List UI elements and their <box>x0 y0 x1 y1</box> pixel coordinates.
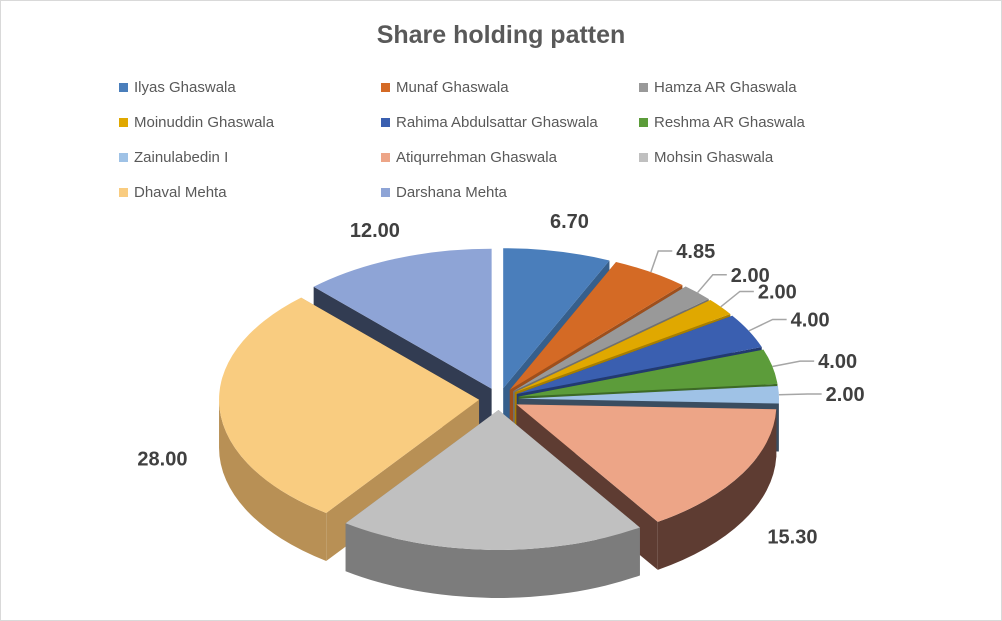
leader-line <box>772 360 815 368</box>
slice-top <box>514 300 731 393</box>
slice-top <box>509 261 683 390</box>
legend-swatch <box>639 82 648 92</box>
data-label: 4.85 <box>676 241 715 263</box>
legend-label: Dhaval Mehta <box>134 183 227 201</box>
data-label: 4.00 <box>791 310 830 332</box>
legend-item: Zainulabedin I <box>119 147 228 167</box>
chart-title: Share holding patten <box>376 21 626 49</box>
legend-label: Darshana Mehta <box>396 183 507 201</box>
slice-rim <box>657 409 777 570</box>
data-label: 12.00 <box>350 220 400 242</box>
data-label: 2.00 <box>826 384 865 406</box>
leader-line <box>778 393 822 396</box>
legend-item: Atiqurrehman Ghaswala <box>381 147 557 167</box>
legend-swatch <box>119 187 128 197</box>
data-label: 2.00 <box>758 281 797 303</box>
legend-swatch <box>381 187 390 197</box>
slice-top <box>503 248 610 389</box>
legend-swatch <box>119 82 128 92</box>
slice-top <box>516 404 777 522</box>
legend-item: Ilyas Ghaswala <box>119 77 236 97</box>
data-label: 4.00 <box>818 351 857 373</box>
legend-item: Darshana Mehta <box>381 182 507 202</box>
leader-line <box>650 250 673 273</box>
pie-slice <box>345 409 640 598</box>
legend-swatch <box>639 117 648 127</box>
data-label: 2.00 <box>731 265 770 287</box>
legend-label: Munaf Ghaswala <box>396 78 509 96</box>
data-label: 6.70 <box>550 211 589 233</box>
slice-top <box>518 385 779 404</box>
legend-item: Munaf Ghaswala <box>381 77 509 97</box>
legend-label: Ilyas Ghaswala <box>134 78 236 96</box>
slice-rim <box>219 399 327 561</box>
slice-rim <box>345 523 640 598</box>
legend-swatch <box>381 117 390 127</box>
leader-line <box>720 290 754 308</box>
slice-top <box>518 349 778 397</box>
legend-swatch <box>119 117 128 127</box>
slice-top <box>345 409 640 550</box>
legend-swatch <box>381 82 390 92</box>
legend-item: Reshma AR Ghaswala <box>639 112 805 132</box>
legend-label: Rahima Abdulsattar Ghaswala <box>396 113 598 131</box>
legend-item: Moinuddin Ghaswala <box>119 112 274 132</box>
data-label: 19.15 <box>465 619 515 620</box>
legend-item: Hamza AR Ghaswala <box>639 77 797 97</box>
legend-item: Dhaval Mehta <box>119 182 227 202</box>
legend-label: Hamza AR Ghaswala <box>654 78 797 96</box>
data-label: 15.30 <box>767 527 817 549</box>
leader-line <box>697 274 727 294</box>
legend-swatch <box>119 152 128 162</box>
legend-label: Atiqurrehman Ghaswala <box>396 148 557 166</box>
legend-label: Reshma AR Ghaswala <box>654 113 805 131</box>
legend-label: Moinuddin Ghaswala <box>134 113 275 131</box>
slice-top <box>513 286 709 392</box>
slice-top <box>313 248 492 389</box>
legend-item: Rahima Abdulsattar Ghaswala <box>381 112 598 132</box>
leader-line <box>748 318 787 332</box>
data-label: 28.00 <box>137 448 187 470</box>
slice-top <box>516 315 762 395</box>
legend-label: Mohsin Ghaswala <box>654 148 774 166</box>
legend-swatch <box>381 152 390 162</box>
legend-item: Mohsin Ghaswala <box>639 147 773 167</box>
slice-top <box>219 297 480 513</box>
legend-swatch <box>639 152 648 162</box>
legend-label: Zainulabedin I <box>134 148 229 166</box>
